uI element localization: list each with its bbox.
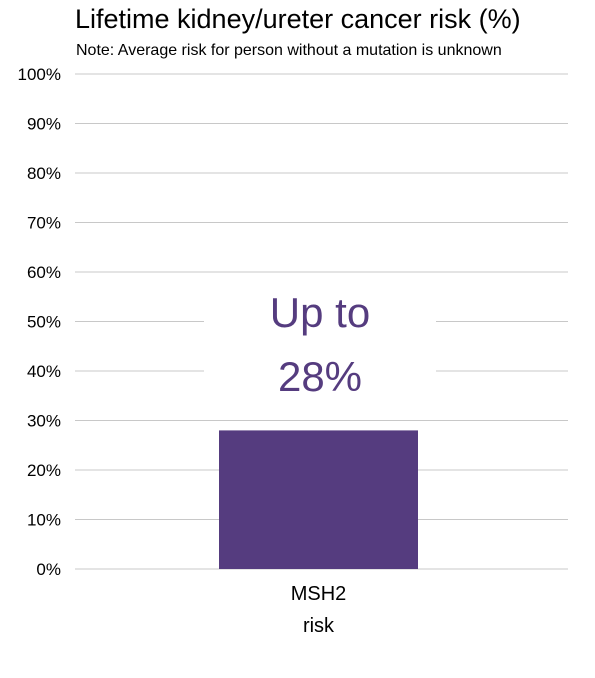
y-axis-ticks: 0% 10% 20% 30% 40% 50% 60% 70% 80% 90% 100% [18, 65, 61, 579]
y-tick-label: 10% [27, 511, 61, 530]
y-tick-label: 30% [27, 412, 61, 431]
chart-subtitle: Note: Average risk for person without a … [76, 42, 502, 59]
bar [219, 430, 418, 569]
y-tick-label: 0% [36, 560, 61, 579]
y-tick-label: 50% [27, 313, 61, 332]
x-category-label: risk [303, 615, 335, 637]
bar-annotation-label: 28% [278, 353, 362, 400]
y-tick-label: 70% [27, 214, 61, 233]
annotations: Up to 28% [204, 282, 436, 400]
y-tick-label: 100% [18, 65, 61, 84]
chart-title: Lifetime kidney/ureter cancer risk (%) [75, 4, 521, 34]
y-tick-label: 60% [27, 263, 61, 282]
bar-annotation-label: Up to [270, 289, 370, 336]
x-axis-categories: MSH2 risk [291, 583, 347, 637]
y-tick-label: 80% [27, 164, 61, 183]
annotation-background [204, 282, 436, 400]
x-category-label: MSH2 [291, 583, 347, 605]
y-tick-label: 40% [27, 362, 61, 381]
y-tick-label: 90% [27, 115, 61, 134]
y-tick-label: 20% [27, 461, 61, 480]
bars [219, 430, 418, 569]
